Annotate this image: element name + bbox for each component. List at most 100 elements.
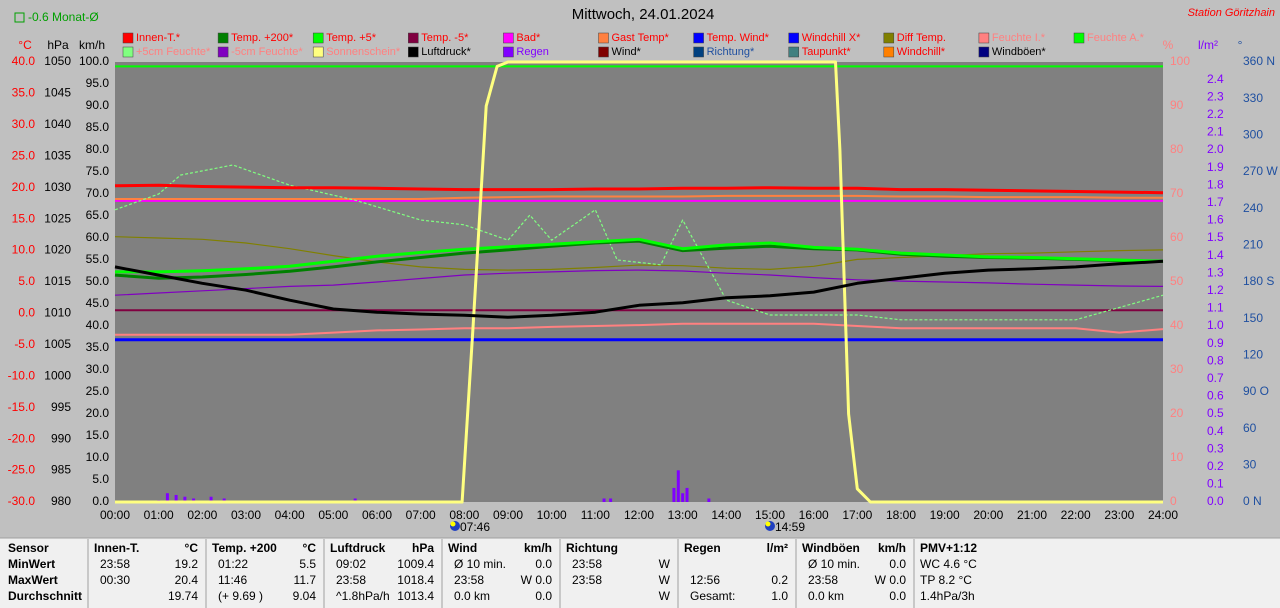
y-tick-label: 30.0 [12,117,36,131]
table-cell: 23:58 [572,557,602,571]
legend-swatch [1073,32,1085,44]
y-tick-label: 2.2 [1207,107,1224,121]
y-tick-label: 95.0 [86,76,110,90]
series-line [114,183,1164,195]
y-tick-label: 120 [1243,348,1263,362]
y-tick-label: -5.0 [14,337,35,351]
legend-swatch [978,32,990,44]
legend-swatch [598,32,609,44]
x-tick-label: 20:00 [973,508,1003,522]
y-tick-label: 0.9 [1207,336,1224,350]
legend-swatch [503,46,514,58]
x-tick-label: 17:00 [842,508,872,522]
table-header: PMV+1:12 [920,541,977,555]
table-cell: 20.4 [175,573,199,587]
y-tick-label: 40.0 [86,318,110,332]
x-tick-label: 22:00 [1061,508,1091,522]
y-tick-label: 20 [1170,406,1184,420]
legend-swatch [122,32,134,44]
legend-swatch [217,32,229,44]
y-tick-label: 25.0 [86,384,110,398]
x-tick-label: 13:00 [668,508,698,522]
y-tick-label: 40.0 [12,54,36,68]
rain-bar [192,498,196,502]
y-tick-label: 1035 [44,148,71,162]
y-tick-label: 0.1 [1207,477,1224,491]
x-tick-label: 04:00 [275,508,305,522]
x-tick-label: 10:00 [537,508,567,522]
y-tick-label: 1030 [44,180,71,194]
table-header: Wind [448,541,477,555]
chart-title: Mittwoch, 24.01.2024 [572,6,715,23]
y-tick-label: 1050 [44,54,71,68]
y-tick-label: 1010 [44,306,71,320]
y-tick-label: 980 [51,494,71,508]
x-tick-label: 05:00 [318,508,348,522]
x-tick-label: 24:00 [1148,508,1178,522]
series-line [115,60,1163,504]
series-line [114,236,1164,271]
rain-bar [672,487,676,502]
table-cell: 5.5 [299,557,316,571]
x-tick-label: 03:00 [231,508,261,522]
series-line [115,322,1164,336]
table-cell: 23:58 [572,573,602,587]
legend-label: Sonnenschein* [326,46,401,58]
y-tick-label: 240 [1243,201,1263,215]
legend-swatch [788,46,799,58]
series-line [114,259,1164,319]
y-tick-label: 300 [1243,128,1263,142]
table-cell: 09:02 [336,557,366,571]
x-tick-label: 21:00 [1017,508,1047,522]
legend-label: Windchill* [897,46,946,58]
legend-label: Temp. Wind* [707,32,770,44]
rain-bar [609,498,613,502]
legend-label: +5cm Feuchte* [136,46,211,58]
legend-label: Windböen* [992,46,1047,58]
table-cell: 1018.4 [397,573,434,587]
table-cell: 0.0 km [808,589,844,603]
legend-swatch [312,46,324,58]
table-cell: WC 4.6 °C [920,557,977,571]
table-cell: 23:58 [100,557,130,571]
x-tick-label: 02:00 [187,508,217,522]
legend-label: Temp. +200* [231,32,294,44]
legend-label: Feuchte A.* [1087,32,1145,44]
y-tick-label: 270 W [1243,164,1278,178]
y-tick-label: 30.0 [86,362,110,376]
y-tick-label: 0 N [1243,494,1262,508]
legend-swatch [312,32,324,44]
y-tick-label: 10 [1170,450,1184,464]
rain-bar [174,494,178,502]
y-tick-label: 0 [1170,494,1177,508]
y-tick-label: 30 [1170,362,1184,376]
rain-bar [676,470,680,502]
rain-bar [183,496,187,502]
legend-label: Gast Temp* [612,32,670,44]
table-cell: 9.04 [293,589,317,603]
y-tick-label: 2.0 [1207,142,1224,156]
table-cell: 19.2 [175,557,199,571]
axis-title: ° [1238,38,1243,52]
table-cell: Ø 10 min. [454,557,506,571]
y-tick-label: 80 [1170,142,1184,156]
sunrise-time: 07:46 [460,520,490,534]
table-header: Regen [684,541,721,555]
y-tick-label: 35.0 [12,86,36,100]
legend-swatch [788,32,799,44]
y-tick-label: 25.0 [12,148,36,162]
series-line [114,164,1164,321]
table-cell: W 0.0 [875,573,907,587]
y-tick-label: 2.1 [1207,125,1224,139]
table-cell: 1.4hPa/3h [920,589,975,603]
y-tick-label: 1.0 [1207,318,1224,332]
x-tick-label: 08:00 [449,508,479,522]
y-tick-label: 90.0 [86,98,110,112]
y-tick-label: 60.0 [86,230,110,244]
sunset-icon-sun [765,521,771,527]
table-cell: 23:58 [454,573,484,587]
table-cell: Durchschnitt [8,589,82,603]
y-tick-label: -10.0 [8,368,36,382]
